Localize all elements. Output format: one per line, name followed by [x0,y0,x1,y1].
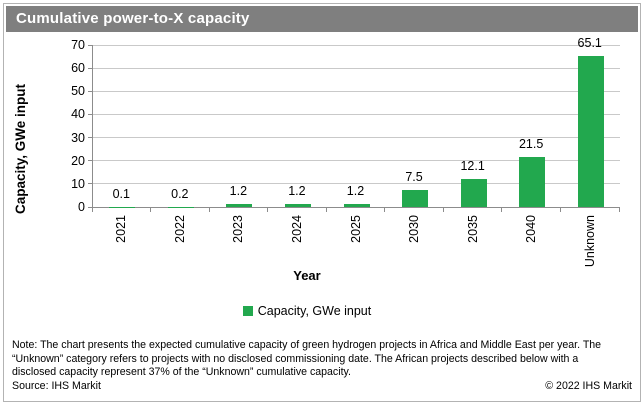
bar [402,189,429,207]
y-tick-label: 40 [71,107,85,122]
gridline [93,113,620,115]
x-category-label: 2035 [465,215,480,243]
footnote: Note: The chart presents the expected cu… [12,339,632,393]
axis-tick [501,208,503,212]
chart-title-bar: Cumulative power-to-X capacity [6,6,638,32]
x-category-label: 2021 [114,215,129,243]
axis-tick [325,208,327,212]
source-text: Source: IHS Markit [12,379,101,392]
gridline [93,137,620,139]
copyright-text: © 2022 IHS Markit [545,379,632,392]
x-category-label: 2040 [524,215,539,243]
x-category-label: 2025 [348,215,363,243]
bar-value-label: 0.2 [171,186,189,201]
axis-tick [88,90,92,92]
gridline [93,90,620,92]
x-category-label: Unknown [582,215,597,268]
x-category-label: 2030 [407,215,422,243]
bar-value-label: 0.1 [112,186,130,201]
axis-tick [267,208,269,212]
axis-tick [384,208,386,212]
bar-value-label: 1.2 [346,184,365,199]
bar [460,179,487,207]
y-tick-label: 70 [71,38,85,52]
bar-value-label: 7.5 [405,169,423,184]
plot-area [92,44,620,208]
chart-legend: Capacity, GWe input [4,304,610,318]
y-axis-title: Capacity, GWe input [12,83,28,215]
y-tick-label: 20 [71,153,85,168]
bar-value-label: 12.1 [460,158,485,173]
note-line: Note: The chart presents the expected cu… [12,339,602,351]
chart-card: Cumulative power-to-X capacity Capacity,… [3,3,641,402]
x-axis-title: Year [293,268,321,283]
note-line: “Unknown” category refers to projects wi… [12,352,579,365]
bar-value-label: 65.1 [577,36,602,51]
x-category-label: 2023 [231,215,246,243]
y-tick-label: 60 [71,61,85,76]
axis-tick [88,137,92,139]
gridline [93,44,620,46]
gridline [93,183,620,185]
axis-tick [442,208,444,212]
axis-tick [88,113,92,115]
gridline [93,67,620,69]
chart-title: Cumulative power-to-X capacity [16,10,250,27]
legend-swatch [242,306,253,316]
axis-tick [88,67,92,69]
axis-tick [208,208,210,212]
bar [226,204,253,207]
bar-value-label: 1.2 [288,184,306,199]
gridline [93,160,620,162]
bar [343,204,370,207]
axis-tick [150,208,152,212]
y-tick-label: 0 [78,200,85,214]
bar [577,56,604,207]
axis-tick [88,160,92,162]
y-tick-label: 30 [71,130,85,145]
axis-tick [618,208,620,212]
y-tick-label: 50 [71,84,85,99]
bar [284,204,311,207]
bar-value-label: 1.2 [229,184,248,199]
bar-value-label: 21.5 [518,137,544,152]
bar [519,157,546,207]
x-category-label: 2022 [172,215,187,243]
axis-tick [91,208,93,212]
axis-tick [88,206,92,208]
axis-tick [88,183,92,185]
axis-tick [88,44,92,46]
note-line: disclosed capacity represent 37% of the … [12,366,351,379]
legend-label: Capacity, GWe input [257,304,372,318]
y-tick-label: 10 [71,176,85,191]
x-category-label: 2024 [289,215,304,243]
axis-tick [559,208,561,212]
